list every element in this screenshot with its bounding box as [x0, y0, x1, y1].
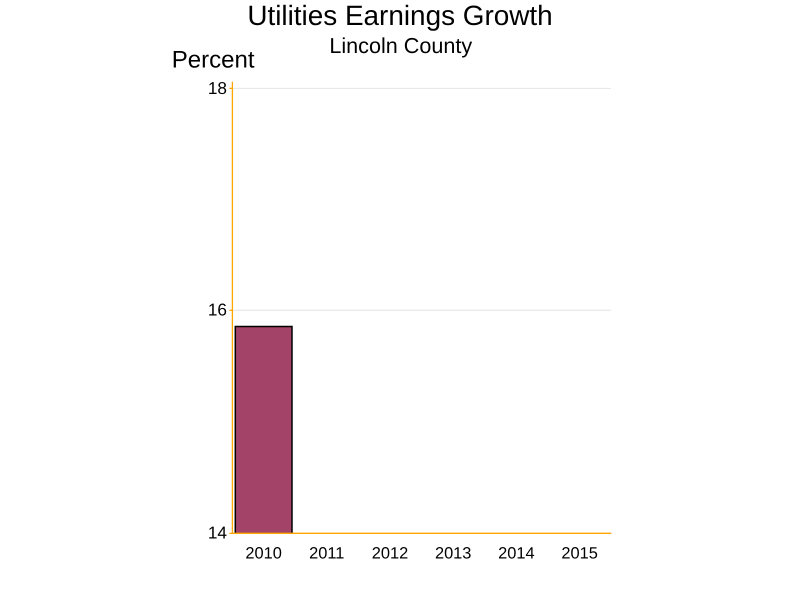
svg-text:2012: 2012	[372, 544, 408, 562]
svg-text:2010: 2010	[245, 544, 281, 562]
svg-text:2014: 2014	[498, 544, 534, 562]
svg-text:2013: 2013	[435, 544, 471, 562]
svg-text:16: 16	[208, 300, 227, 320]
svg-text:14: 14	[208, 523, 228, 543]
svg-text:Lincoln County: Lincoln County	[329, 33, 472, 58]
svg-text:2011: 2011	[309, 544, 344, 562]
svg-text:2015: 2015	[561, 544, 597, 562]
svg-text:Percent: Percent	[172, 47, 255, 74]
svg-text:Utilities Earnings Growth: Utilities Earnings Growth	[247, 0, 552, 31]
svg-text:18: 18	[208, 78, 227, 98]
